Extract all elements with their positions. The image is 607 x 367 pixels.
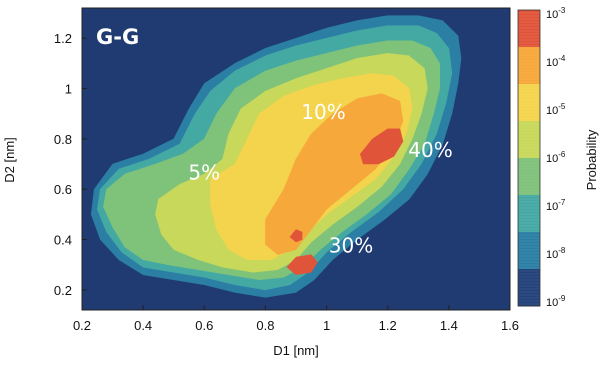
colorbar-segment-0 (518, 10, 540, 48)
probability-regions (90, 15, 462, 298)
panel-tag: G-G (96, 25, 139, 49)
colorbar-segment-4 (518, 158, 540, 196)
y-tick-label-3: 0.8 (54, 132, 72, 147)
colorbar-tick-0: 10-3 (546, 6, 566, 21)
y-tick-label-4: 1 (65, 82, 72, 97)
probability-region-8 (289, 229, 303, 243)
x-tick-label-4: 1 (323, 318, 330, 333)
colorbar-title: Probability (584, 129, 599, 190)
probability-region-6 (359, 128, 404, 165)
colorbar-segment-3 (518, 121, 540, 159)
colorbar-tick-2: 10-5 (546, 102, 566, 117)
colorbar-tick-1: 10-4 (546, 54, 566, 69)
x-axis-title: D1 [nm] (273, 343, 319, 358)
colorbar: 10-3 10-4 10-5 10-6 10-7 10-8 10-9 (517, 6, 566, 309)
colorbar-tick-3: 10-6 (546, 150, 566, 165)
region-label-2: 40% (408, 138, 452, 162)
x-tick-label-0: 0.2 (73, 318, 91, 333)
colorbar-segment-5 (518, 195, 540, 233)
region-label-3: 30% (329, 234, 373, 258)
colorbar-segment-2 (518, 84, 540, 122)
colorbar-segment-1 (518, 47, 540, 85)
colorbar-tick-5: 10-8 (546, 246, 566, 261)
probability-region-7 (286, 254, 318, 276)
region-label-0: 10% (301, 100, 345, 124)
region-label-1: 5% (188, 161, 220, 185)
x-tick-label-3: 0.8 (256, 318, 274, 333)
y-tick-label-0: 0.2 (54, 283, 72, 298)
colorbar-tick-4: 10-7 (546, 198, 566, 213)
colorbar-frame (517, 9, 541, 307)
x-tick-label-2: 0.6 (195, 318, 213, 333)
x-tick-label-1: 0.4 (134, 318, 152, 333)
x-tick-label-5: 1.2 (379, 318, 397, 333)
y-axis-title: D2 [nm] (2, 137, 17, 183)
y-tick-label-5: 1.2 (54, 31, 72, 46)
y-axis: 0.2 0.4 0.6 0.8 1 1.2 (54, 31, 87, 298)
y-tick-label-1: 0.4 (54, 233, 72, 248)
y-tick-label-2: 0.6 (54, 182, 72, 197)
colorbar-segment-7 (518, 269, 540, 307)
region-annotations: 10% 5% 40% 30% (188, 100, 452, 257)
x-tick-label-7: 1.6 (501, 318, 519, 333)
x-tick-label-6: 1.4 (440, 318, 458, 333)
plot-frame (81, 7, 511, 311)
x-axis: 0.2 0.4 0.6 0.8 1 1.2 1.4 1.6 (73, 305, 519, 333)
colorbar-tick-6: 10-9 (546, 294, 566, 309)
colorbar-segment-6 (518, 232, 540, 270)
